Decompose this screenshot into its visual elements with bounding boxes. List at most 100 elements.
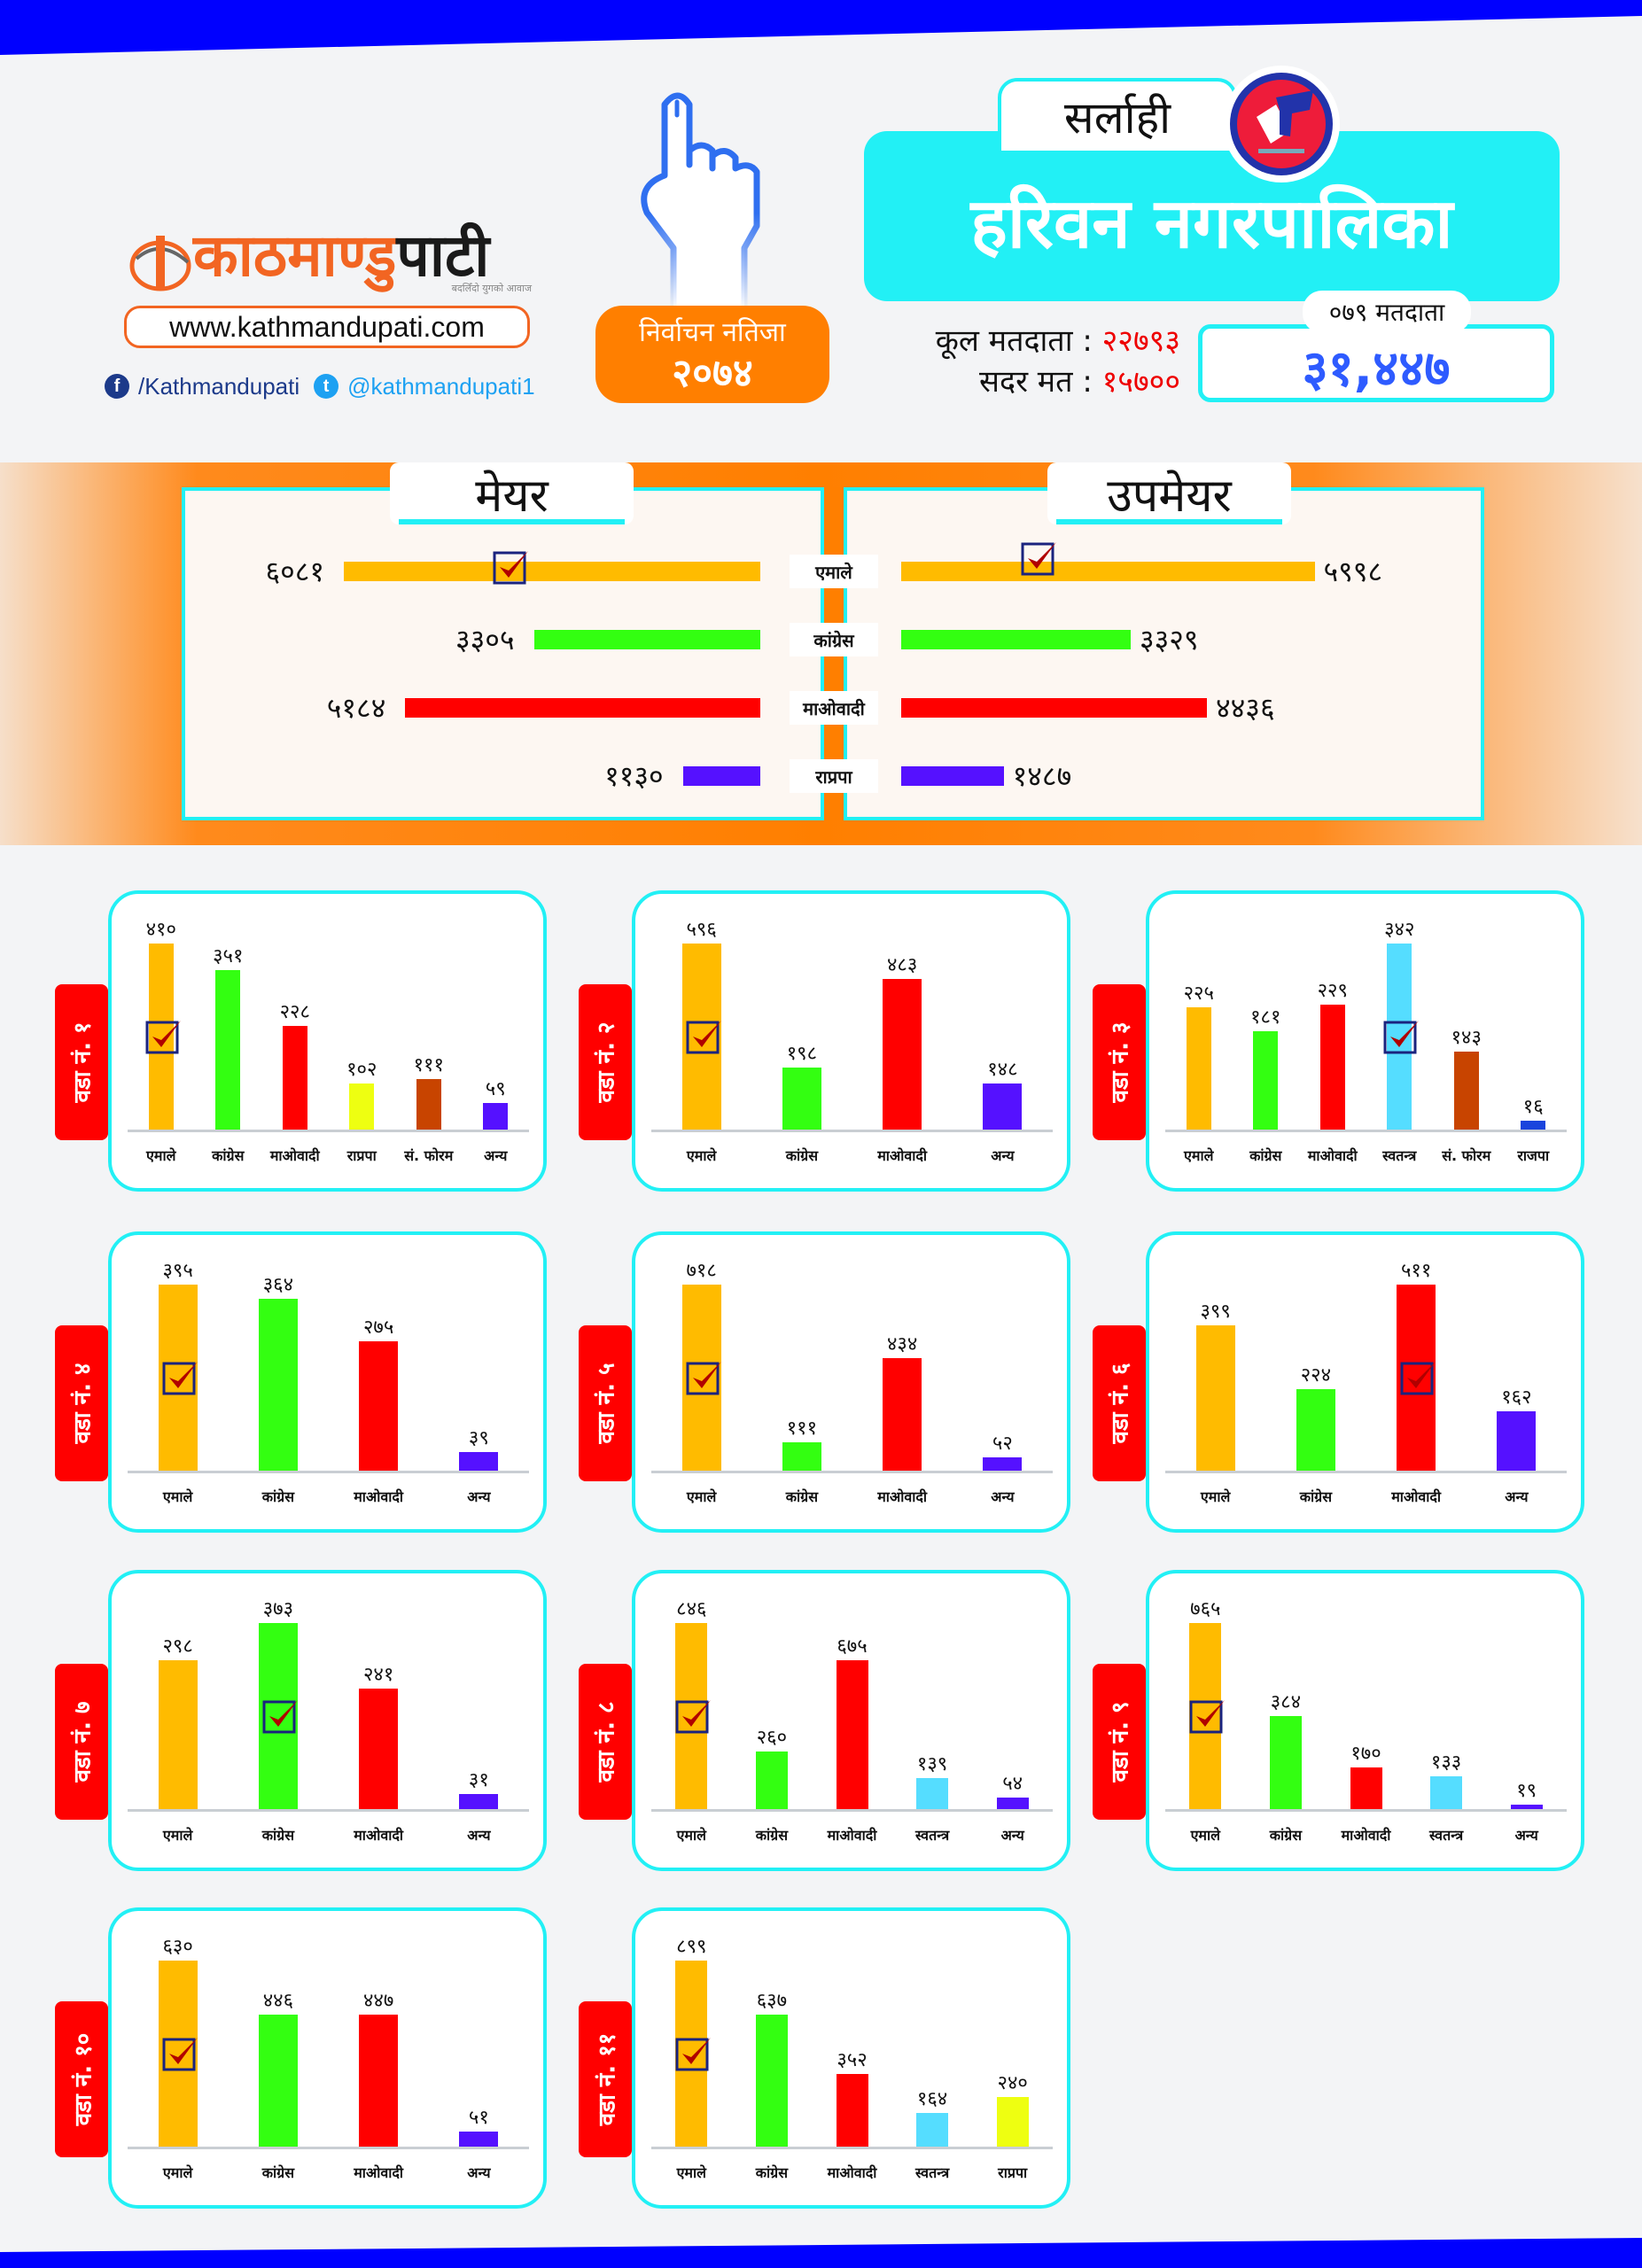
deputy-mayor-bar [901, 698, 1208, 718]
ward-bar [1387, 944, 1412, 1130]
deputy-mayor-heading: उपमेयर [1047, 462, 1291, 524]
ward-party-label: एमाले [1200, 1488, 1231, 1505]
mayor-winner-check-icon [493, 551, 528, 585]
ward-bar [282, 1026, 307, 1130]
ward-number-tab: वडा नं. ९ [1093, 1664, 1146, 1820]
ward-party-label: माओवादी [877, 1147, 927, 1164]
website-url[interactable]: www.kathmandupati.com [124, 306, 530, 348]
district-name: सर्लाही [998, 78, 1237, 151]
ward-number-tab: वडा नं. ३ [1093, 984, 1146, 1140]
ward-bar-value: ३९ [468, 1427, 489, 1450]
deputy-mayor-bar [901, 766, 1004, 786]
municipality-title: हरिवन नगरपालिका [864, 131, 1560, 301]
ward-number-tab: वडा नं. १ [55, 984, 108, 1140]
bottom-blue-band [0, 2238, 1642, 2268]
ward-bar-value: १९८ [786, 1043, 818, 1066]
ward-bar-value: ५४ [1002, 1772, 1023, 1795]
ward-bar [416, 1079, 441, 1130]
ward-bar [483, 1102, 509, 1130]
ward-party-label: कांग्रेस [785, 1488, 819, 1505]
ward-bar-value: १४३ [1451, 1027, 1482, 1050]
ward-bar [459, 1452, 499, 1471]
ward-number-tab: वडा नं. ८ [579, 1664, 632, 1820]
ward-bar [1510, 1804, 1543, 1809]
mayor-bar [344, 562, 760, 581]
ward-party-label: माओवादी [354, 1488, 403, 1505]
deputy-mayor-value-label: ३३२९ [1139, 623, 1199, 656]
ward-bar-value: २२५ [1183, 982, 1214, 1005]
deputy-mayor-bar [901, 562, 1315, 581]
ward-winner-check-icon [1400, 1362, 1436, 1395]
ward-number-tab: वडा नं. ११ [579, 2001, 632, 2157]
ward-party-label: राप्रपा [346, 1147, 377, 1164]
deputy-mayor-value-label: ५९९८ [1323, 555, 1383, 588]
ward-winner-check-icon [1189, 1700, 1226, 1734]
x-axis-line [651, 1130, 1053, 1132]
ward-party-label: एमाले [676, 1827, 706, 1844]
ward-party-label: स्वतन्त्र [914, 2164, 950, 2181]
facebook-link[interactable]: /Kathmandupati [138, 372, 300, 400]
ward-bar-value: ३६४ [262, 1274, 294, 1297]
ward-bar [258, 1299, 298, 1471]
ward-bar [1350, 1767, 1382, 1809]
ward-number-tab: वडा नं. ४ [55, 1325, 108, 1481]
ward-bar-value: ४१० [145, 919, 176, 941]
ward-bar-value: २२८ [279, 1001, 310, 1024]
ward-bar [1497, 1411, 1537, 1471]
ward-bar [1189, 1623, 1222, 1809]
facebook-icon: f [105, 374, 129, 399]
x-axis-line [1165, 1471, 1567, 1473]
voting-finger-icon [641, 92, 760, 310]
ward-card [108, 890, 547, 1192]
ward-bar [782, 1068, 821, 1130]
ward-number-label: वडा नं. ९ [1108, 1701, 1134, 1783]
mayor-panel [182, 487, 824, 820]
ward-bar-value: २२४ [1300, 1363, 1332, 1386]
ward-party-label: एमाले [1184, 1147, 1214, 1164]
ward-party-label: अन्य [1000, 1827, 1024, 1844]
ward-bar-value: ५९६ [686, 919, 717, 941]
ward-party-label: माओवादी [1391, 1488, 1441, 1505]
ward-party-label: एमाले [1190, 1827, 1220, 1844]
ward-bar-value: १७० [1350, 1743, 1381, 1766]
ward-party-label: कांग्रेस [755, 2164, 789, 2181]
ward-bar-value: २२९ [1317, 980, 1348, 1003]
logo-text-kathmandu: काठमाण्डु [193, 221, 397, 290]
mayor-bar [405, 698, 760, 718]
ward-number-label: वडा नं. ४ [70, 1363, 97, 1444]
mayor-value-label: ३३०५ [455, 623, 515, 656]
ward-bar-value: १४८ [987, 1058, 1018, 1081]
result-badge-year: २०७४ [672, 351, 753, 396]
ward-bar [883, 978, 922, 1130]
ward-party-label: माओवादी [877, 1488, 927, 1505]
ward-party-label: कांग्रेस [755, 1827, 789, 1844]
separator: : [1082, 364, 1093, 400]
ward-number-label: वडा नं. २ [594, 1021, 620, 1103]
ward-party-label: सं. फोरम [404, 1147, 454, 1164]
ward-party-label: माओवादी [354, 1827, 403, 1844]
ward-bar-value: ४४६ [262, 1990, 294, 2013]
ward-bar-value: ५११ [1400, 1260, 1432, 1282]
ward-bar-value: ३९५ [162, 1260, 193, 1282]
ward-number-label: वडा नं. ७ [70, 1701, 97, 1783]
ward-number-tab: वडा नं. ६ [1093, 1325, 1146, 1481]
twitter-link[interactable]: @kathmandupati1 [347, 372, 535, 400]
ward-bar [836, 2073, 868, 2147]
x-axis-line [651, 1809, 1053, 1812]
deputy-mayor-value-label: १४८७ [1012, 759, 1072, 793]
ward-bar-value: १६४ [916, 2087, 948, 2110]
election-result-badge: निर्वाचन नतिजा २०७४ [595, 306, 829, 403]
mayor-value-label: ११३० [604, 759, 664, 793]
ward-party-label: कांग्रेस [1299, 1488, 1333, 1505]
logo-tagline: बदलिँदो युगको आवाज [451, 283, 532, 294]
ward-number-label: वडा नं. ८ [594, 1701, 620, 1783]
deputy-mayor-winner-check-icon [1021, 542, 1056, 576]
total-voters-label: कूल मतदाता [935, 323, 1073, 359]
ward-bar-value: २९८ [162, 1635, 193, 1658]
x-axis-line [128, 1809, 529, 1812]
social-links: f /Kathmandupati t @kathmandupati1 [105, 369, 535, 404]
ward-party-label: अन्य [1505, 1488, 1529, 1505]
ward-bar-value: ५१ [468, 2107, 489, 2129]
tower-globe-icon [129, 236, 191, 291]
ward-party-label: एमाले [676, 2164, 706, 2181]
